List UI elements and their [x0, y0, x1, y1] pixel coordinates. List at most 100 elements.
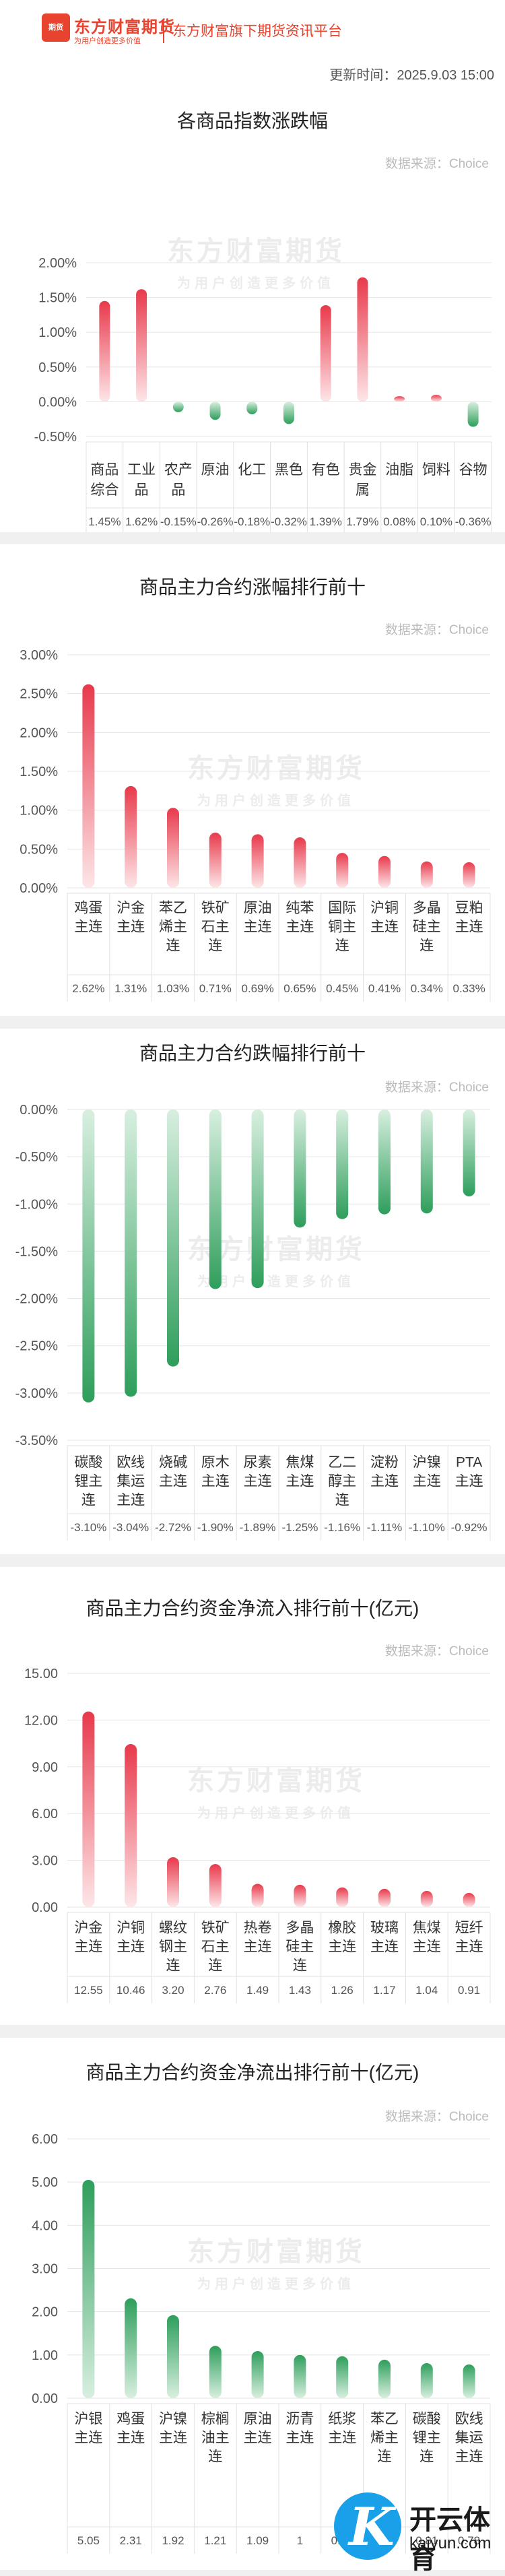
bar: [246, 401, 258, 414]
y-tick-label: 2.00%: [38, 256, 77, 271]
category-label: 沪铜: [116, 1920, 145, 1935]
bar: [125, 2298, 137, 2398]
chart-title: 各商品指数涨跌幅: [176, 110, 328, 131]
category-label: 短纤: [455, 1920, 483, 1935]
category-label: 热卷: [244, 1920, 272, 1935]
value-label: 0.81: [415, 2534, 438, 2547]
category-label: 主连: [116, 2430, 145, 2445]
category-label: 主连: [455, 919, 483, 934]
category-label: 原木: [201, 1454, 230, 1470]
category-label: 集运: [455, 2430, 483, 2445]
value-label: -1.16%: [324, 1521, 360, 1534]
y-tick-label: 1.00%: [38, 325, 77, 340]
bar: [336, 1109, 349, 1219]
category-label: 焦煤: [285, 1454, 314, 1470]
value-label: -1.25%: [281, 1521, 318, 1534]
category-label: 多晶: [285, 1920, 314, 1935]
category-label: 主连: [328, 2430, 356, 2445]
category-label: 主连: [244, 1939, 272, 1954]
bar: [378, 2359, 391, 2398]
bar: [336, 1887, 349, 1907]
y-tick-label: 6.00: [32, 1807, 58, 1822]
bar: [294, 1884, 306, 1907]
category-label: 连: [208, 1958, 222, 1973]
value-label: 0.78: [458, 2534, 480, 2547]
value-label: 0.69%: [241, 982, 273, 995]
y-tick-label: 1.00%: [20, 804, 58, 818]
data-source: 数据来源：Choice: [384, 1081, 489, 1095]
category-label: 属: [356, 482, 370, 498]
y-tick-label: 0.50%: [20, 842, 58, 857]
category-label: 沪镍: [159, 2411, 187, 2426]
y-tick-label: -1.50%: [15, 1244, 59, 1259]
value-label: 1.21: [204, 2534, 226, 2547]
category-label: 主连: [159, 2430, 187, 2445]
value-label: 1.17: [373, 1984, 395, 1997]
category-label: 苯乙: [370, 2411, 399, 2426]
category-label: 乙二: [328, 1454, 356, 1470]
category-label: 醇主: [328, 1473, 356, 1489]
category-label: 原油: [244, 900, 272, 915]
value-label: 0.65%: [283, 982, 316, 995]
category-label: 棕榈: [201, 2411, 230, 2426]
category-label: 综合: [90, 482, 119, 498]
value-label: 1.09: [246, 2534, 269, 2547]
bar: [209, 1109, 222, 1289]
category-label: 鸡蛋: [116, 2411, 145, 2426]
bar: [167, 1857, 179, 1907]
category-label: 焦煤: [413, 1920, 441, 1935]
bar: [294, 2354, 306, 2398]
platform-title: 东方财富旗下期货资讯平台: [172, 24, 342, 39]
y-tick-label: 0.00%: [20, 881, 58, 896]
category-label: 主连: [285, 919, 314, 934]
category-label: PTA: [456, 1454, 482, 1470]
bar: [394, 396, 405, 402]
value-label: 1.26: [331, 1984, 354, 1997]
bar: [125, 1744, 137, 1907]
category-label: 玻璃: [370, 1920, 399, 1935]
bar: [172, 401, 184, 412]
value-label: -3.10%: [70, 1521, 106, 1534]
y-tick-label: 6.00: [32, 2132, 58, 2147]
category-label: 欧线: [455, 2411, 483, 2426]
bar: [378, 1888, 391, 1907]
bar: [209, 1864, 222, 1907]
bar: [99, 300, 110, 402]
data-source: 数据来源：Choice: [384, 1644, 489, 1659]
corner-brand-url: kaiyun.com: [409, 2534, 492, 2552]
y-tick-label: 12.00: [24, 1713, 58, 1728]
bar: [82, 684, 95, 888]
bar: [420, 1890, 433, 1907]
category-label: 连: [293, 1958, 307, 1973]
bar: [167, 2315, 179, 2398]
bar: [378, 1109, 391, 1215]
category-label: 连: [166, 1958, 180, 1973]
value-label: 0.71%: [199, 982, 232, 995]
page-header: 期货 东方财富期货 为用户创造更多价值 东方财富旗下期货资讯平台 更新时间：20…: [0, 0, 505, 94]
category-label: 工业: [127, 462, 156, 478]
category-label: 连: [208, 938, 222, 953]
category-label: 连: [378, 2449, 392, 2464]
bar: [463, 1109, 475, 1197]
bar: [336, 853, 349, 888]
bar: [294, 837, 306, 888]
category-label: 铁矿: [201, 1920, 230, 1935]
update-time: 更新时间：2025.9.03 15:00: [329, 68, 494, 83]
category-label: 连: [419, 938, 434, 953]
category-label: 沪金: [116, 900, 145, 915]
category-label: 主连: [74, 919, 102, 934]
category-label: 主连: [116, 1492, 145, 1508]
bar: [251, 2351, 264, 2398]
bar: [209, 401, 221, 420]
bar: [209, 2346, 222, 2398]
bar: [167, 1109, 179, 1367]
value-label: 1.92: [162, 2534, 184, 2547]
bar-chart-top-losers: 0.00% -0.50% -1.00% -1.50% -2.00% -2.50% -3.00…: [15, 1103, 491, 1541]
brand-slogan: 为用户创造更多价值: [74, 37, 141, 45]
corner-brand-title: 开云体育: [409, 2505, 490, 2574]
category-label: 沪镍: [413, 1454, 441, 1470]
y-tick-label: 9.00: [32, 1760, 58, 1775]
value-label: 3.20: [162, 1984, 184, 1997]
kaiyun-logo-icon: K: [334, 2492, 401, 2560]
category-label: 纸浆: [328, 2411, 356, 2426]
